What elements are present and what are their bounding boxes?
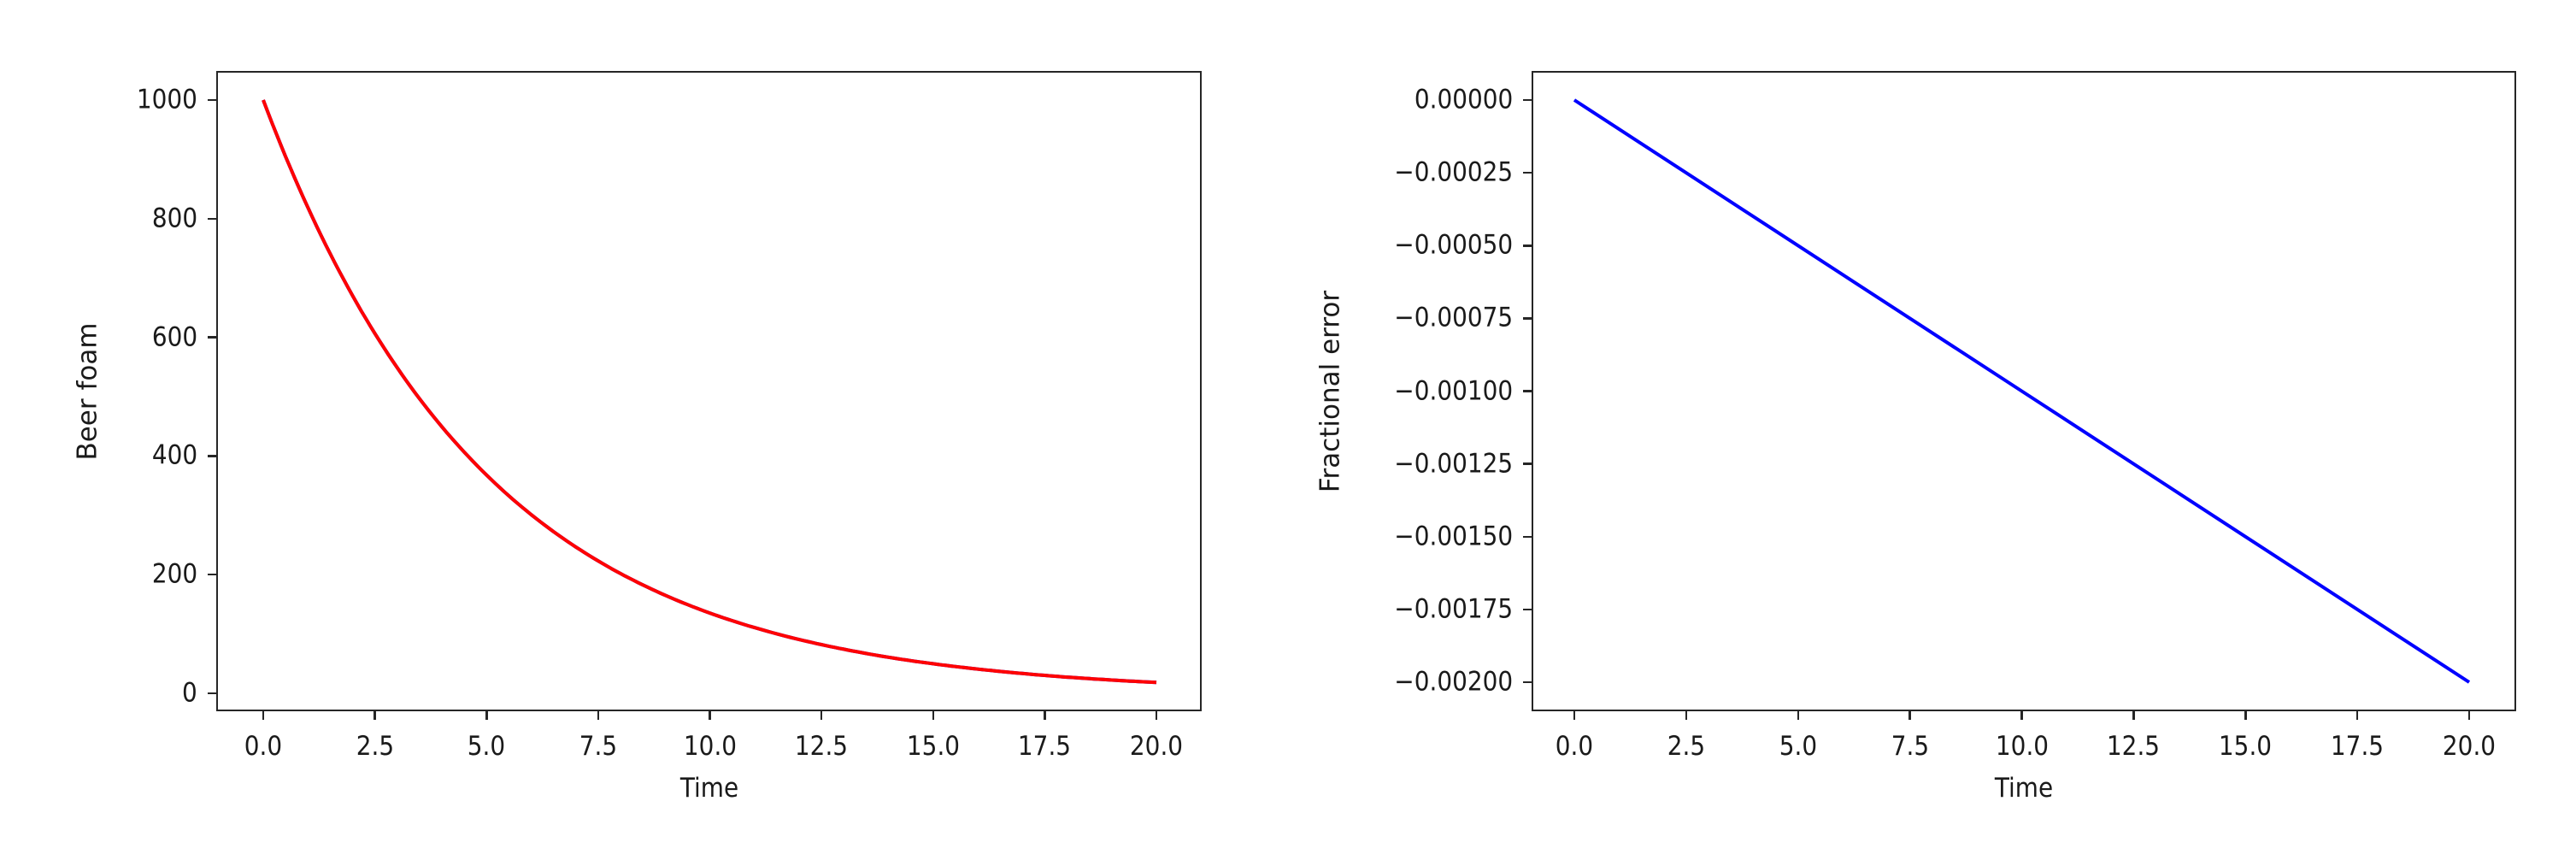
x-tick bbox=[597, 711, 600, 720]
y-tick-label: −0.00200 bbox=[1394, 666, 1513, 698]
series-line-numerical bbox=[262, 99, 1157, 685]
x-tick-label: 15.0 bbox=[906, 731, 960, 762]
x-tick-label: 10.0 bbox=[1995, 731, 2049, 762]
x-axis-label: Time bbox=[1994, 773, 2054, 804]
axes-frame bbox=[216, 71, 1202, 711]
x-tick-label: 17.5 bbox=[2331, 731, 2385, 762]
x-axis-label: Time bbox=[679, 773, 738, 804]
x-tick bbox=[2244, 711, 2247, 720]
x-tick-label: 12.5 bbox=[2107, 731, 2161, 762]
x-tick bbox=[373, 711, 376, 720]
x-tick bbox=[1573, 711, 1576, 720]
y-tick bbox=[1523, 390, 1532, 392]
y-tick-label: 600 bbox=[151, 321, 197, 353]
x-tick bbox=[2132, 711, 2135, 720]
x-tick bbox=[820, 711, 823, 720]
y-tick bbox=[1523, 317, 1532, 320]
x-tick bbox=[1155, 711, 1158, 720]
y-tick-label: −0.00050 bbox=[1394, 229, 1513, 261]
y-tick bbox=[208, 336, 216, 339]
x-tick-label: 20.0 bbox=[2442, 731, 2497, 762]
y-tick bbox=[208, 217, 216, 221]
x-tick-label: 5.0 bbox=[468, 731, 506, 762]
x-tick-label: 5.0 bbox=[1779, 731, 1817, 762]
y-tick-label: −0.00150 bbox=[1394, 521, 1513, 552]
x-tick-label: 17.5 bbox=[1018, 731, 1072, 762]
x-tick bbox=[709, 711, 711, 720]
y-tick bbox=[1523, 462, 1532, 465]
x-tick-label: 0.0 bbox=[1555, 731, 1594, 762]
y-tick bbox=[208, 692, 216, 695]
x-tick bbox=[485, 711, 488, 720]
x-tick bbox=[2020, 711, 2023, 720]
y-tick-label: −0.00100 bbox=[1394, 375, 1513, 406]
x-tick-label: 2.5 bbox=[1667, 731, 1706, 762]
y-tick bbox=[208, 98, 216, 102]
x-tick bbox=[262, 711, 265, 720]
x-tick-label: 7.5 bbox=[1891, 731, 1929, 762]
x-tick bbox=[2467, 711, 2471, 720]
y-tick-label: −0.00025 bbox=[1394, 156, 1513, 188]
series-line-fractional-error bbox=[1573, 98, 2471, 684]
y-axis-label: Fractional error bbox=[1314, 290, 1346, 492]
y-tick bbox=[1523, 608, 1532, 611]
x-tick-label: 15.0 bbox=[2219, 731, 2273, 762]
x-tick-label: 7.5 bbox=[579, 731, 618, 762]
x-tick bbox=[1685, 711, 1688, 720]
y-tick bbox=[1523, 171, 1532, 174]
y-tick-label: −0.00175 bbox=[1394, 593, 1513, 625]
x-tick bbox=[1908, 711, 1911, 720]
y-tick-label: 800 bbox=[151, 203, 197, 234]
y-tick-label: −0.00075 bbox=[1394, 302, 1513, 333]
x-tick-label: 2.5 bbox=[356, 731, 394, 762]
x-tick bbox=[2355, 711, 2359, 720]
x-tick bbox=[1044, 711, 1046, 720]
y-tick bbox=[208, 455, 216, 457]
y-tick-label: 200 bbox=[151, 558, 197, 590]
y-tick bbox=[208, 573, 216, 576]
y-tick-label: −0.00125 bbox=[1394, 448, 1513, 480]
y-tick bbox=[1523, 680, 1532, 684]
y-tick-label: 1000 bbox=[136, 84, 197, 115]
x-tick-label: 0.0 bbox=[244, 731, 283, 762]
x-tick-label: 20.0 bbox=[1129, 731, 1184, 762]
y-tick bbox=[1523, 98, 1532, 102]
x-tick-label: 12.5 bbox=[795, 731, 849, 762]
y-tick bbox=[1523, 244, 1532, 247]
y-tick-label: 400 bbox=[151, 439, 197, 471]
y-tick-label: 0.00000 bbox=[1414, 84, 1513, 115]
y-tick-label: 0 bbox=[182, 677, 197, 709]
y-tick bbox=[1523, 535, 1532, 538]
x-tick bbox=[932, 711, 934, 720]
x-tick bbox=[1797, 711, 1799, 720]
x-tick-label: 10.0 bbox=[683, 731, 737, 762]
